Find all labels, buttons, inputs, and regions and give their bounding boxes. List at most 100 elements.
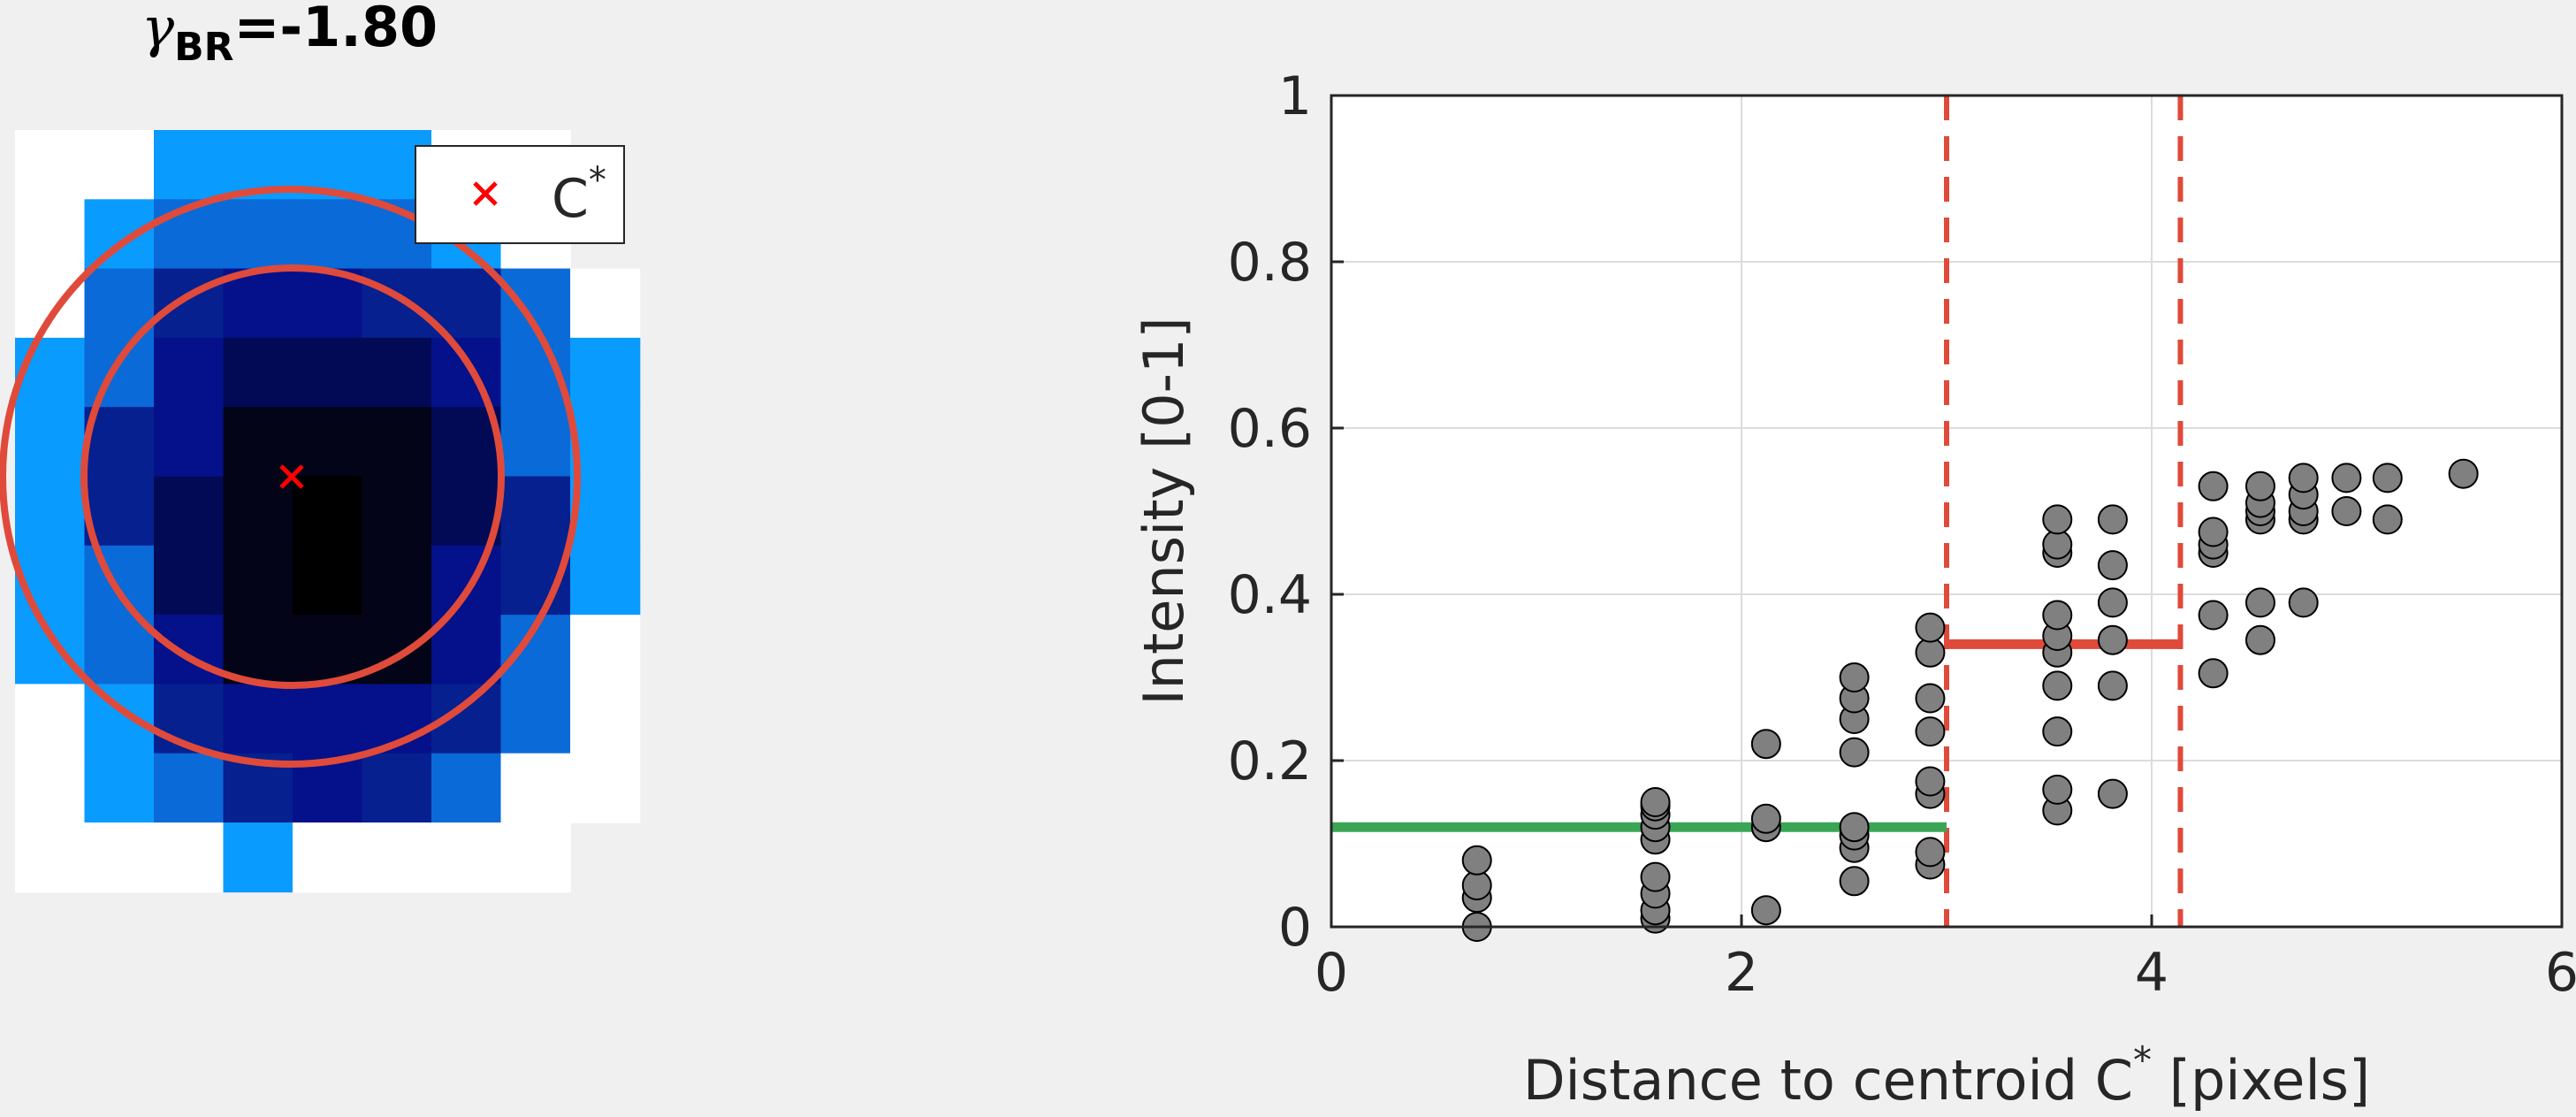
data-point <box>2244 471 2275 501</box>
legend-box: C* <box>415 145 625 244</box>
data-point <box>2042 670 2073 701</box>
left-panel: γBR=-1.80 C* <box>0 0 707 1117</box>
pixel-cell <box>154 407 225 478</box>
pixel-cell <box>15 753 86 823</box>
data-point <box>2331 463 2362 493</box>
data-point <box>1839 737 1870 768</box>
pixel-cell <box>84 545 155 616</box>
pixel-cell <box>154 545 225 616</box>
pixel-cell <box>362 545 432 616</box>
data-point <box>2097 587 2128 618</box>
y-tick-label: 0.6 <box>1228 398 1312 460</box>
pixel-cell <box>15 268 86 339</box>
data-point <box>1750 803 1781 834</box>
pixel-cell <box>223 822 293 892</box>
data-point <box>2288 587 2319 618</box>
title-value: =-1.80 <box>233 0 438 59</box>
legend-label: C* <box>552 160 606 230</box>
data-point <box>2042 504 2073 535</box>
pixel-cell <box>223 337 293 408</box>
data-point <box>2372 504 2403 535</box>
pixel-cell <box>15 615 86 685</box>
data-point <box>1915 683 1946 714</box>
pixel-cell <box>154 476 225 547</box>
inner-ring <box>80 264 505 689</box>
pixel-cell <box>293 476 363 547</box>
pixel-cell <box>154 822 225 893</box>
pixel-cell <box>15 684 86 754</box>
pixel-cell <box>362 822 432 893</box>
data-point <box>2331 496 2362 526</box>
data-point <box>1915 766 1946 797</box>
pixel-cell <box>431 337 502 408</box>
data-point <box>2042 600 2073 631</box>
data-point <box>2097 504 2128 535</box>
pixel-cell <box>15 476 86 547</box>
pixel-cell <box>293 337 363 408</box>
title-subscript: BR <box>174 25 234 70</box>
pixel-cell <box>362 337 432 408</box>
pixel-cell <box>570 615 641 685</box>
pixel-cell <box>293 407 363 478</box>
pixel-cell <box>431 822 502 893</box>
pixel-cell <box>154 268 225 339</box>
pixel-cell <box>362 753 432 823</box>
series-lines <box>1331 96 2184 927</box>
pixel-cell <box>570 407 641 478</box>
pixel-cell <box>15 199 86 270</box>
pixel-cell <box>84 753 155 823</box>
data-point <box>2097 550 2128 581</box>
pixel-cell <box>570 268 641 339</box>
pixel-cell <box>84 407 155 478</box>
outer-ring <box>0 186 581 768</box>
pixel-cell <box>293 199 363 270</box>
data-point <box>1839 662 1870 692</box>
pixel-cell <box>223 268 293 339</box>
pixel-cell <box>500 684 571 754</box>
pixel-cell <box>223 476 293 547</box>
y-tick-label: 0.8 <box>1228 232 1312 294</box>
pixel-cell <box>15 545 86 616</box>
data-point <box>2288 463 2319 493</box>
data-point <box>1640 861 1671 892</box>
pixel-cell <box>293 268 363 339</box>
data-point <box>2198 658 2229 689</box>
pixel-cell <box>570 684 641 754</box>
data-point <box>2097 670 2128 701</box>
data-point <box>2198 471 2229 501</box>
x-axis-label: Distance to centroid C* [pixels] <box>1523 1038 2370 1113</box>
pixel-cell <box>223 684 293 754</box>
pixel-image: C* <box>0 130 641 893</box>
data-point <box>2198 600 2229 631</box>
pixel-cell <box>293 545 363 616</box>
pixel-cell <box>431 268 502 339</box>
y-axis-label: Intensity [0-1] <box>1132 317 1196 705</box>
pixel-cell <box>84 684 155 754</box>
pixel-cell <box>223 615 293 685</box>
pixel-cell <box>362 615 432 685</box>
pixel-cell <box>293 822 363 893</box>
data-point <box>1750 895 1781 926</box>
x-tick-label: 0 <box>1315 942 1348 1004</box>
pixel-cell <box>15 130 86 201</box>
data-point <box>1915 716 1946 747</box>
y-tick-label: 0 <box>1278 897 1312 959</box>
data-point <box>1461 845 1492 876</box>
pixel-cell <box>362 268 432 339</box>
data-point <box>2244 624 2275 655</box>
pixel-cell <box>154 753 225 823</box>
gamma-symbol: γ <box>141 0 175 59</box>
pixel-cell <box>293 615 363 685</box>
pixel-cell <box>570 337 641 408</box>
data-point <box>1839 812 1870 843</box>
left-title: γBR=-1.80 <box>141 0 438 70</box>
pixel-cell <box>84 199 155 270</box>
x-tick-label: 4 <box>2135 942 2168 1004</box>
pixel-cell <box>15 407 86 478</box>
y-tick-label: 1 <box>1278 65 1312 127</box>
pixel-cell <box>84 822 155 893</box>
pixel-cell <box>15 337 86 408</box>
pixel-cell <box>362 476 432 547</box>
data-point <box>2042 716 2073 747</box>
